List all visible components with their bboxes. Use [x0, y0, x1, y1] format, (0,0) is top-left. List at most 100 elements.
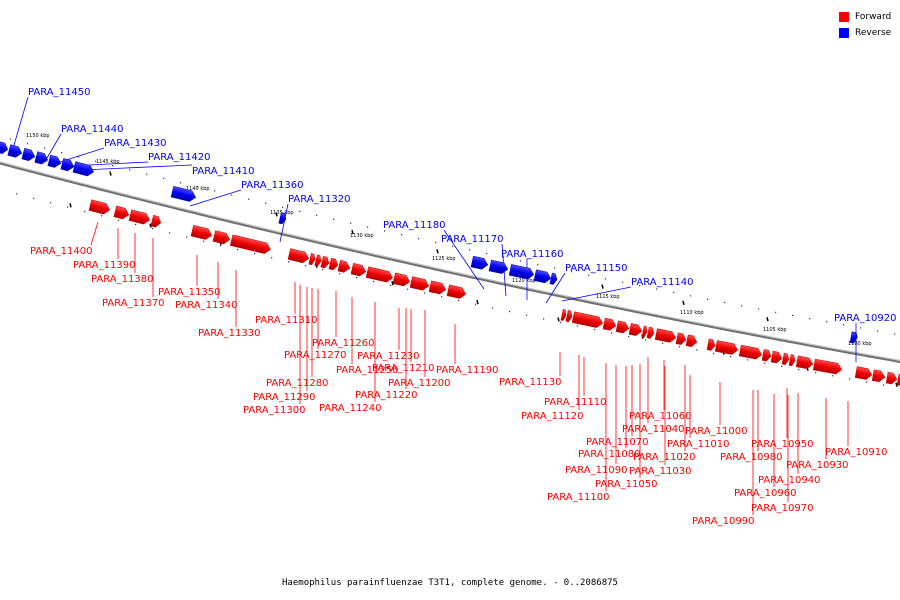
forward-gene-arrow	[320, 256, 330, 269]
reverse-gene-label[interactable]: PARA_11440	[61, 124, 123, 135]
reverse-gene-arrow	[488, 259, 509, 274]
minor-tick-dot	[424, 292, 426, 294]
forward-gene-label[interactable]: PARA_11280	[266, 378, 328, 389]
forward-gene-arrow	[365, 266, 394, 283]
minor-tick-dot	[866, 381, 868, 383]
forward-gene-label[interactable]: PARA_11400	[30, 246, 92, 257]
forward-gene-label[interactable]: PARA_11380	[91, 274, 153, 285]
minor-tick-dot	[503, 256, 505, 258]
minor-tick-dot	[10, 138, 12, 140]
forward-gene-label[interactable]: PARA_11250	[336, 365, 398, 376]
forward-gene-label[interactable]: PARA_11310	[255, 315, 317, 326]
minor-tick-dot	[152, 228, 154, 230]
forward-gene-label[interactable]: PARA_11370	[102, 298, 164, 309]
reverse-gene-label[interactable]: PARA_11170	[441, 234, 503, 245]
minor-tick-dot	[679, 346, 681, 348]
minor-tick-dot	[594, 328, 596, 331]
minor-tick-dot	[628, 335, 630, 338]
forward-gene-label[interactable]: PARA_11270	[284, 350, 346, 361]
major-tick-mark	[476, 299, 479, 305]
major-tick-mark	[601, 284, 604, 289]
genome-title: Haemophilus parainfluenzae T3T1, complet…	[282, 578, 618, 588]
forward-gene-arrow	[212, 230, 231, 245]
forward-gene-label[interactable]: PARA_11090	[565, 465, 627, 476]
minor-tick-dot	[316, 214, 318, 216]
forward-gene-label[interactable]: PARA_11230	[357, 351, 419, 362]
forward-gene-label[interactable]: PARA_10960	[734, 488, 796, 499]
reverse-gene-label[interactable]: PARA_11450	[28, 87, 90, 98]
leader-line	[11, 96, 29, 153]
forward-gene-label[interactable]: PARA_11070	[586, 437, 648, 448]
forward-gene-label[interactable]: PARA_11100	[547, 492, 609, 503]
minor-tick-dot	[50, 202, 52, 204]
reverse-gene-label[interactable]: PARA_11360	[241, 180, 303, 191]
forward-gene-label[interactable]: PARA_11020	[633, 452, 695, 463]
reverse-gene-label[interactable]: PARA_11140	[631, 277, 693, 288]
forward-gene-label[interactable]: PARA_11200	[388, 378, 450, 389]
minor-tick-dot	[390, 284, 392, 286]
minor-tick-dot	[384, 230, 386, 232]
scale-tick-label: 1125 kbp	[432, 256, 456, 262]
minor-tick-dot	[163, 177, 165, 179]
minor-tick-dot	[27, 143, 29, 145]
leader-line	[545, 272, 566, 304]
minor-tick-dot	[203, 240, 205, 242]
forward-gene-label[interactable]: PARA_11350	[158, 287, 220, 298]
forward-gene-label[interactable]: PARA_11390	[73, 260, 135, 271]
forward-gene-label[interactable]: PARA_11120	[521, 411, 583, 422]
leader-line	[189, 189, 242, 207]
forward-gene-label[interactable]: PARA_10910	[825, 447, 887, 458]
forward-gene-label[interactable]: PARA_10970	[751, 503, 813, 514]
reverse-gene-label[interactable]: PARA_11410	[192, 166, 254, 177]
forward-gene-label[interactable]: PARA_11190	[436, 365, 498, 376]
forward-gene-arrow	[812, 358, 843, 375]
reverse-gene-label[interactable]: PARA_11430	[104, 138, 166, 149]
forward-gene-label[interactable]: PARA_11240	[319, 403, 381, 414]
forward-gene-label[interactable]: PARA_11300	[243, 405, 305, 416]
forward-gene-label[interactable]: PARA_11220	[355, 390, 417, 401]
forward-gene-label[interactable]: PARA_11330	[198, 328, 260, 339]
forward-gene-label[interactable]: PARA_11000	[685, 426, 747, 437]
forward-gene-label[interactable]: PARA_11040	[622, 424, 684, 435]
forward-gene-label[interactable]: PARA_10980	[720, 452, 782, 463]
forward-gene-label[interactable]: PARA_11110	[544, 397, 606, 408]
legend-label-reverse: Reverse	[855, 28, 892, 38]
minor-tick-dot	[78, 156, 80, 158]
minor-tick-dot	[741, 305, 743, 307]
scale-tick-label: 1145 kbp	[96, 159, 120, 165]
forward-gene-label[interactable]: PARA_11290	[253, 392, 315, 403]
minor-tick-dot	[877, 330, 879, 332]
forward-gene-label[interactable]: PARA_10950	[751, 439, 813, 450]
major-tick-mark	[436, 249, 439, 254]
minor-tick-dot	[526, 314, 528, 316]
forward-gene-label[interactable]: PARA_11030	[629, 466, 691, 477]
forward-gene-label[interactable]: PARA_11340	[175, 300, 237, 311]
forward-gene-label[interactable]: PARA_11130	[499, 377, 561, 388]
leader-line	[279, 203, 289, 243]
minor-tick-dot	[322, 269, 324, 271]
reverse-gene-label[interactable]: PARA_11150	[565, 263, 627, 274]
reverse-gene-label[interactable]: PARA_11160	[501, 249, 563, 260]
minor-tick-dot	[537, 264, 539, 266]
forward-gene-label[interactable]: PARA_10930	[786, 460, 848, 471]
forward-gene-label[interactable]: PARA_11010	[667, 439, 729, 450]
reverse-gene-label[interactable]: PARA_11420	[148, 152, 210, 163]
reverse-gene-label[interactable]: PARA_11320	[288, 194, 350, 205]
reverse-gene-label[interactable]: PARA_11180	[383, 220, 445, 231]
forward-gene-label[interactable]: PARA_11080	[578, 449, 640, 460]
reverse-gene-arrow	[72, 161, 95, 177]
forward-gene-label[interactable]: PARA_11060	[629, 411, 691, 422]
forward-gene-label[interactable]: PARA_10940	[758, 475, 820, 486]
forward-gene-label[interactable]: PARA_11210	[372, 363, 434, 374]
minor-tick-dot	[231, 194, 233, 196]
minor-tick-dot	[458, 299, 460, 302]
forward-gene-arrow	[287, 248, 310, 264]
forward-gene-label[interactable]: PARA_11260	[312, 338, 374, 349]
minor-tick-dot	[696, 349, 698, 351]
reverse-gene-arrow	[849, 331, 858, 344]
forward-gene-label[interactable]: PARA_10990	[692, 516, 754, 527]
forward-gene-label[interactable]: PARA_11050	[595, 479, 657, 490]
reverse-gene-label[interactable]: PARA_10920	[834, 313, 896, 324]
forward-gene-arrow	[615, 320, 630, 334]
forward-gene-arrow	[229, 234, 271, 254]
